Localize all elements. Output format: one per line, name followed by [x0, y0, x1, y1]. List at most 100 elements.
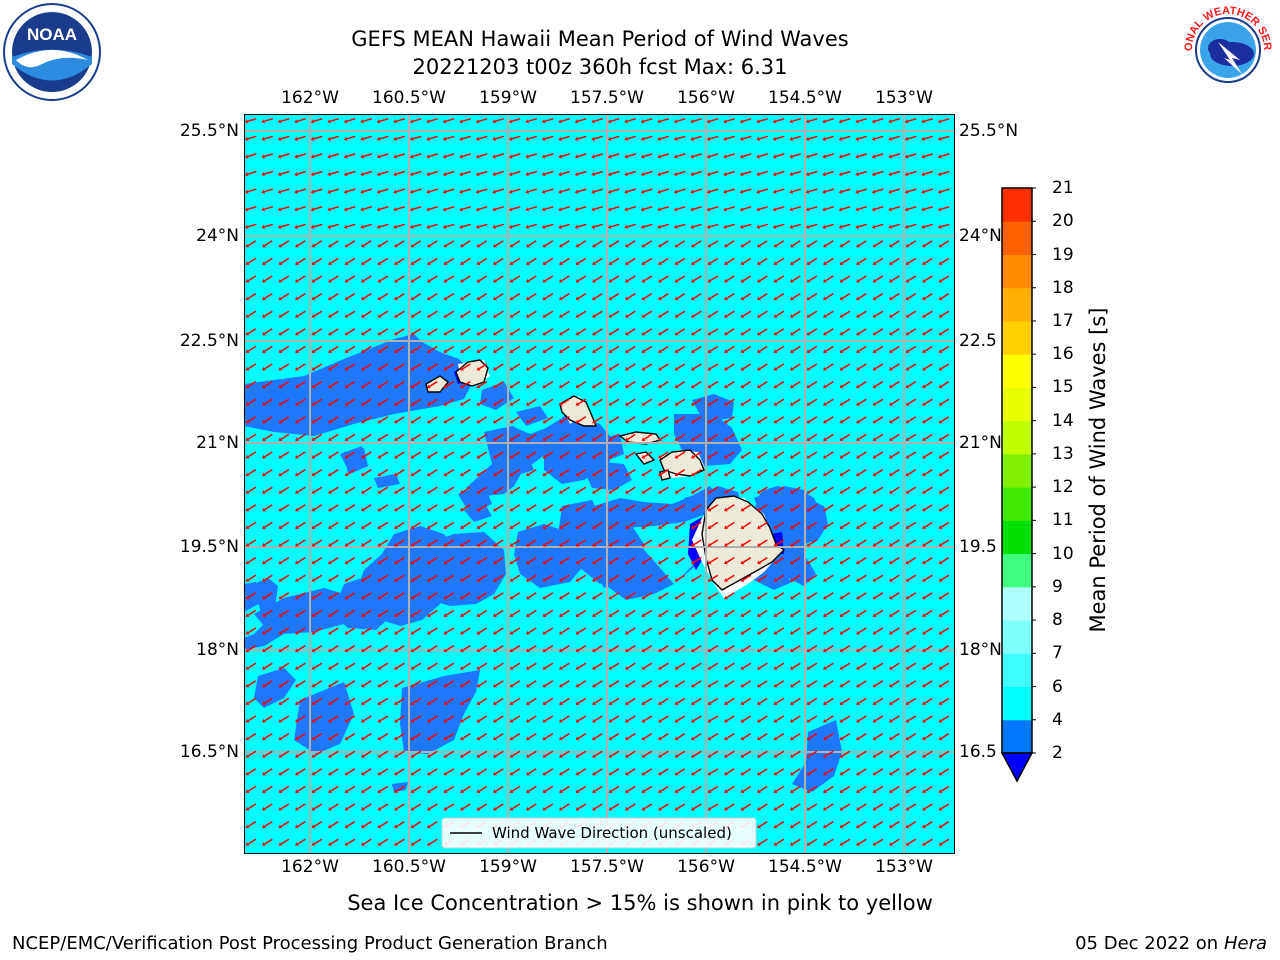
wave-direction-arrow: [792, 398, 801, 405]
wave-direction-arrowhead: [674, 806, 679, 811]
wave-direction-arrowhead: [938, 683, 943, 688]
wave-direction-arrow: [297, 627, 306, 634]
wave-direction-arrowhead: [773, 490, 778, 494]
wave-direction-arrowhead: [559, 736, 563, 741]
wave-direction-arrowhead: [592, 648, 596, 653]
wave-direction-arrow: [693, 644, 702, 652]
wave-direction-arrowhead: [261, 224, 265, 229]
wave-direction-arrow: [577, 627, 587, 634]
wave-direction-arrowhead: [262, 842, 266, 846]
wave-direction-arrowhead: [295, 525, 299, 529]
credit-footer: NCEP/EMC/Verification Post Processing Pr…: [12, 933, 608, 954]
wave-direction-arrowhead: [938, 437, 943, 441]
wave-direction-arrowhead: [278, 630, 283, 635]
wave-direction-arrowhead: [295, 560, 299, 565]
wave-direction-arrow: [577, 328, 587, 335]
wave-direction-arrowhead: [740, 718, 745, 723]
wave-direction-arrowhead: [756, 172, 760, 177]
wave-direction-arrowhead: [806, 507, 811, 512]
wave-direction-arrow: [742, 468, 752, 476]
wave-direction-arrow: [462, 380, 471, 388]
wave-direction-arrow: [544, 135, 554, 140]
wave-direction-arrow: [412, 521, 422, 528]
wave-direction-arrow: [478, 504, 488, 511]
wave-direction-arrowhead: [872, 331, 877, 336]
wave-direction-arrow: [429, 486, 438, 493]
wave-direction-arrowhead: [773, 542, 778, 547]
wave-direction-arrow: [412, 345, 422, 352]
wave-direction-arrowhead: [427, 525, 431, 529]
wave-direction-arrow: [858, 468, 867, 476]
wave-direction-arrowhead: [559, 806, 563, 811]
wave-direction-arrowhead: [559, 314, 563, 318]
wave-direction-arrowhead: [922, 419, 926, 424]
wave-direction-arrowhead: [856, 314, 860, 318]
wave-direction-arrow: [330, 398, 339, 405]
wave-direction-arrow: [874, 838, 884, 845]
wave-direction-arrowhead: [938, 366, 943, 371]
wave-direction-arrow: [561, 363, 570, 370]
wave-direction-arrowhead: [410, 525, 415, 529]
wave-direction-arrow: [726, 433, 735, 440]
wave-direction-arrow: [462, 240, 471, 247]
wave-direction-arrow: [841, 153, 851, 158]
wave-direction-arrowhead: [427, 701, 431, 705]
wave-direction-arrowhead: [724, 595, 728, 600]
wave-direction-arrow: [890, 188, 901, 193]
wave-direction-arrow: [313, 363, 323, 370]
wave-direction-arrow: [726, 697, 735, 704]
wave-direction-arrowhead: [806, 490, 811, 494]
wave-direction-arrowhead: [691, 613, 695, 617]
wave-direction-arrow: [907, 750, 917, 757]
wave-direction-arrow: [759, 398, 768, 405]
wave-direction-arrow: [445, 257, 455, 264]
wave-direction-arrowhead: [542, 490, 547, 494]
wave-direction-arrowhead: [691, 595, 695, 600]
wave-direction-arrowhead: [509, 419, 514, 424]
wave-direction-arrow: [495, 785, 504, 792]
wave-direction-arrow: [726, 592, 735, 599]
wave-direction-arrow: [346, 592, 356, 599]
wave-direction-arrow: [907, 838, 917, 845]
wave-direction-arrowhead: [476, 806, 481, 811]
wave-direction-arrowhead: [790, 331, 794, 336]
wave-direction-arrow: [396, 416, 405, 423]
wave-direction-arrowhead: [888, 189, 892, 194]
wave-direction-arrowhead: [757, 437, 761, 441]
wave-direction-arrowhead: [574, 224, 579, 229]
wave-direction-arrow: [247, 117, 257, 123]
wave-direction-arrow: [610, 135, 620, 140]
wave-direction-arrowhead: [707, 525, 712, 529]
wave-direction-arrowhead: [790, 578, 794, 582]
wave-direction-arrowhead: [575, 454, 580, 459]
wave-direction-arrow: [396, 715, 405, 722]
wave-direction-arrowhead: [476, 630, 481, 635]
wave-direction-arrow: [874, 539, 884, 546]
wave-direction-arrowhead: [493, 296, 497, 301]
wave-direction-arrow: [478, 539, 488, 546]
wave-direction-arrowhead: [740, 331, 745, 336]
wave-direction-arrow: [610, 644, 620, 652]
wave-direction-arrow: [396, 363, 405, 370]
wave-direction-arrowhead: [641, 754, 646, 758]
wave-direction-arrowhead: [526, 754, 530, 758]
wave-direction-arrow: [594, 539, 603, 546]
wave-direction-arrow: [742, 310, 752, 317]
wave-direction-arrowhead: [658, 701, 662, 705]
wave-direction-arrow: [527, 188, 538, 193]
wave-direction-arrow: [329, 117, 340, 123]
wave-direction-arrow: [412, 451, 422, 458]
wave-direction-arrowhead: [690, 207, 694, 212]
wave-direction-arrowhead: [376, 172, 381, 177]
wave-direction-arrowhead: [938, 349, 943, 353]
wave-direction-arrowhead: [625, 754, 629, 758]
wave-direction-arrowhead: [723, 207, 727, 212]
colorbar-segment: [1002, 586, 1032, 621]
wave-direction-arrow: [561, 556, 570, 564]
wave-direction-arrow: [560, 223, 571, 228]
wave-direction-arrow: [742, 205, 752, 211]
wave-direction-arrowhead: [707, 490, 712, 494]
wave-direction-arrowhead: [361, 419, 365, 424]
wave-direction-arrow: [247, 486, 257, 493]
wave-direction-arrow: [494, 223, 505, 228]
